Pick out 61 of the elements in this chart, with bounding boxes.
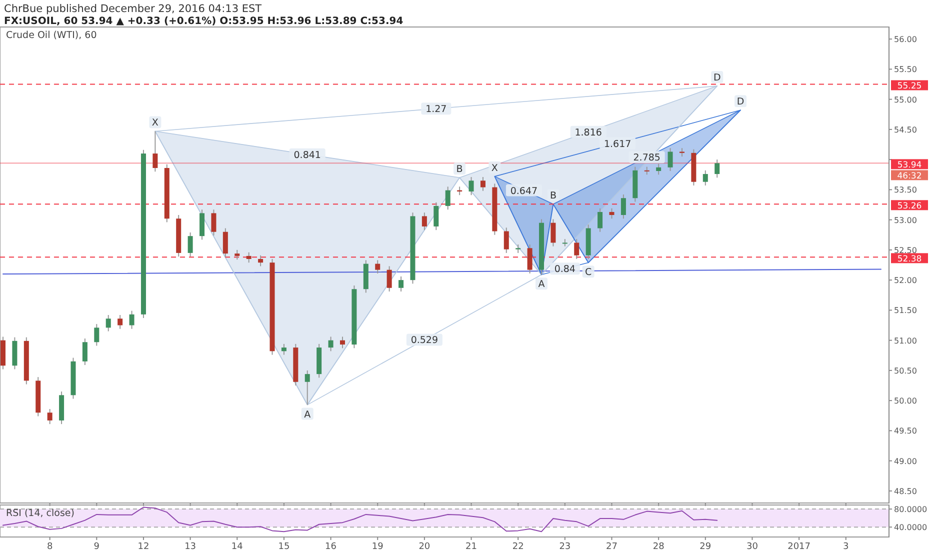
annotation: 0.647 [510,186,538,197]
y-tick-label: 49.50 [894,426,917,436]
annotation: 1.617 [604,138,632,150]
chart-subtitle: FX:USOIL, 60 53.94 ▲ +0.33 (+0.61%) O:53.95 H:53.96 L:53.89 C:53.94 [4,16,404,27]
y-tick-label: 51.00 [894,336,917,346]
ref-line-label: 55.25 [897,82,922,92]
x-tick-label: 3 [843,542,849,550]
y-tick-label: 56.00 [894,35,917,44]
annotation: 1.816 [574,127,602,138]
x-tick-label: 12 [138,542,150,550]
ref-line-label: 53.26 [897,202,922,212]
annotation: 1.27 [426,104,447,116]
x-tick-label: 15 [278,542,290,550]
y-tick-label: 55.50 [894,65,917,74]
y-tick-label: 53.50 [894,186,917,195]
x-tick-label: 19 [372,542,384,550]
data-label: D [736,96,744,108]
data-label: X [491,162,498,174]
x-tick-label: 9 [94,542,100,550]
data-label: A [538,279,546,290]
annotation: 2.785 [633,152,660,164]
y-tick-label: 52.00 [894,276,917,286]
y-tick-label: 52.50 [894,246,917,255]
x-tick-label: 23 [559,542,571,550]
data-label: X [152,118,159,129]
x-tick-label: 16 [325,542,337,550]
x-tick-label: 22 [512,542,524,550]
y-tick-label: 54.50 [894,125,917,134]
ref-line-label: 53.94 [897,160,922,171]
annotation: 0.529 [410,335,438,346]
x-tick-label: 2017 [788,542,811,550]
x-tick-label: 14 [231,542,244,550]
data-label: B [456,164,463,176]
x-tick-label: 29 [700,542,712,550]
data-label: B [550,190,556,202]
x-tick-label: 13 [184,542,196,550]
ref-line-label: 52.38 [897,254,922,265]
x-tick-label: 20 [418,542,430,550]
annotation: 0.84 [554,264,576,276]
y-tick-label: 40.0000 [894,523,928,532]
y-tick-label: 50.50 [894,366,917,376]
y-tick-label: 48.50 [894,486,917,496]
x-tick-label: 8 [46,542,53,550]
y-tick-label: 49.00 [894,456,917,466]
x-tick-label: 27 [606,542,618,550]
x-tick-label: 30 [746,542,758,550]
chart-title: Crude Oil (WTI), 60 [6,30,97,41]
x-tick-label: 28 [652,542,665,550]
y-tick-label: 51.50 [894,306,917,316]
y-tick-label: 53.00 [894,216,917,225]
text: ChrBue published December 29, 2016 04:13 EST [4,3,262,15]
y-tick-label: 80.0000 [894,505,928,514]
data-label: C [585,267,592,278]
annotation: 0.841 [294,150,321,161]
x-tick-label: 21 [466,542,477,550]
chart-title: RSI (14, close) [6,508,74,519]
data-label: A [304,409,312,420]
text: 46:32 [897,172,922,182]
y-tick-label: 55.00 [894,95,917,104]
y-tick-label: 50.00 [894,396,917,406]
data-label: D [713,72,721,84]
